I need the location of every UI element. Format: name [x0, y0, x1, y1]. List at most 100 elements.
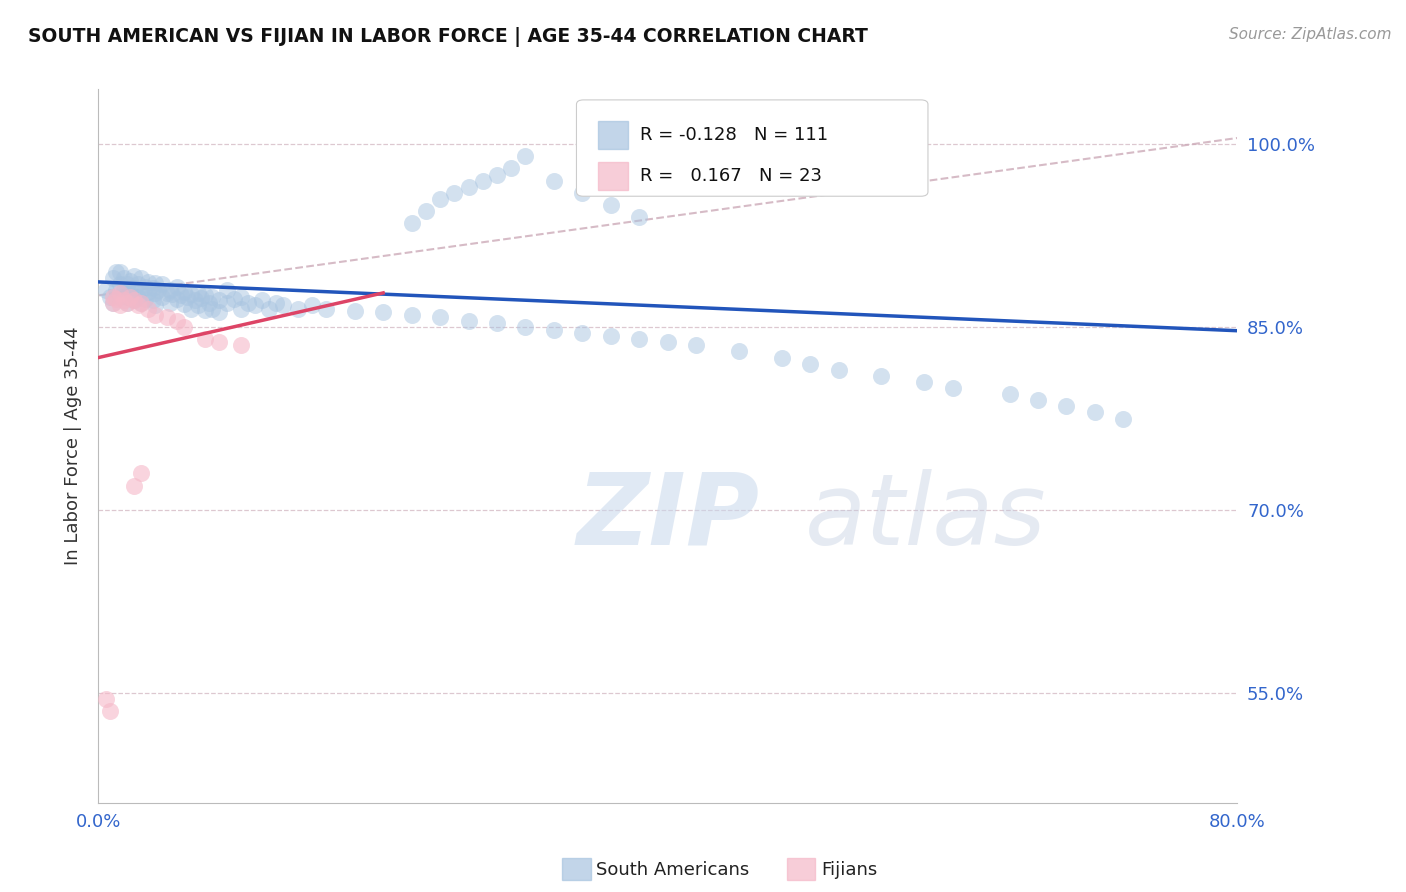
- Point: [115, 295, 138, 310]
- Point: [122, 478, 145, 492]
- Point: [145, 276, 167, 290]
- Point: [122, 293, 145, 308]
- Point: [173, 320, 195, 334]
- Point: [112, 293, 135, 308]
- Point: [104, 265, 127, 279]
- Y-axis label: In Labor Force | Age 35-44: In Labor Force | Age 35-44: [63, 326, 82, 566]
- Point: [1084, 405, 1107, 419]
- Point: [127, 298, 149, 312]
- Point: [108, 265, 131, 279]
- Point: [129, 295, 152, 310]
- Point: [287, 301, 309, 316]
- Point: [152, 277, 174, 292]
- Point: [152, 289, 174, 303]
- Point: [176, 289, 198, 303]
- Point: [301, 298, 323, 312]
- Point: [122, 268, 145, 283]
- Point: [98, 289, 121, 303]
- Text: South Americans: South Americans: [596, 861, 749, 879]
- Point: [156, 285, 179, 300]
- Point: [173, 297, 195, 311]
- Point: [108, 289, 131, 303]
- Point: [1112, 411, 1135, 425]
- Point: [229, 289, 252, 303]
- Point: [201, 289, 224, 303]
- Point: [108, 285, 131, 300]
- Point: [141, 293, 163, 308]
- Text: Source: ZipAtlas.com: Source: ZipAtlas.com: [1229, 27, 1392, 42]
- Point: [600, 198, 623, 212]
- Point: [194, 332, 217, 346]
- Point: [501, 161, 523, 176]
- Point: [145, 285, 167, 300]
- Point: [543, 174, 565, 188]
- Point: [457, 314, 479, 328]
- Point: [229, 301, 252, 316]
- Point: [1056, 400, 1078, 414]
- Point: [201, 301, 224, 316]
- Point: [129, 295, 152, 310]
- Point: [136, 275, 159, 289]
- Point: [136, 301, 159, 316]
- Point: [315, 301, 337, 316]
- Point: [134, 280, 156, 294]
- Point: [486, 168, 509, 182]
- Point: [159, 284, 181, 298]
- Point: [457, 179, 479, 194]
- Point: [98, 704, 121, 718]
- Point: [208, 305, 231, 319]
- Point: [770, 351, 793, 365]
- Point: [799, 357, 821, 371]
- Point: [101, 295, 124, 310]
- Point: [184, 293, 207, 308]
- Point: [127, 289, 149, 303]
- Point: [628, 211, 651, 225]
- Point: [129, 467, 152, 481]
- Point: [259, 301, 281, 316]
- Point: [115, 277, 138, 292]
- Point: [415, 204, 437, 219]
- Point: [685, 338, 707, 352]
- Point: [942, 381, 965, 395]
- Point: [187, 298, 209, 312]
- Point: [236, 295, 259, 310]
- Point: [343, 304, 366, 318]
- Point: [208, 293, 231, 308]
- Text: SOUTH AMERICAN VS FIJIAN IN LABOR FORCE | AGE 35-44 CORRELATION CHART: SOUTH AMERICAN VS FIJIAN IN LABOR FORCE …: [28, 27, 868, 46]
- Point: [180, 287, 202, 301]
- Point: [118, 285, 141, 300]
- Point: [115, 289, 138, 303]
- Point: [998, 387, 1021, 401]
- Point: [136, 285, 159, 299]
- Point: [94, 692, 117, 706]
- Point: [118, 289, 141, 303]
- Point: [250, 293, 273, 308]
- Point: [628, 332, 651, 346]
- Point: [159, 295, 181, 310]
- Point: [190, 291, 212, 305]
- Point: [108, 298, 131, 312]
- Point: [571, 326, 593, 341]
- Point: [229, 338, 252, 352]
- Point: [129, 284, 152, 298]
- Text: Fijians: Fijians: [821, 861, 877, 879]
- Point: [166, 314, 188, 328]
- Point: [571, 186, 593, 200]
- Point: [127, 277, 149, 292]
- Point: [429, 310, 451, 325]
- Point: [543, 322, 565, 336]
- Point: [112, 284, 135, 298]
- Point: [134, 292, 156, 306]
- Point: [122, 281, 145, 295]
- Point: [215, 284, 238, 298]
- Point: [401, 216, 423, 230]
- Point: [912, 375, 935, 389]
- Point: [166, 292, 188, 306]
- Point: [443, 186, 465, 200]
- Point: [141, 281, 163, 295]
- Point: [180, 301, 202, 316]
- Point: [170, 288, 193, 302]
- Point: [828, 363, 851, 377]
- Point: [657, 334, 679, 349]
- Point: [486, 317, 509, 331]
